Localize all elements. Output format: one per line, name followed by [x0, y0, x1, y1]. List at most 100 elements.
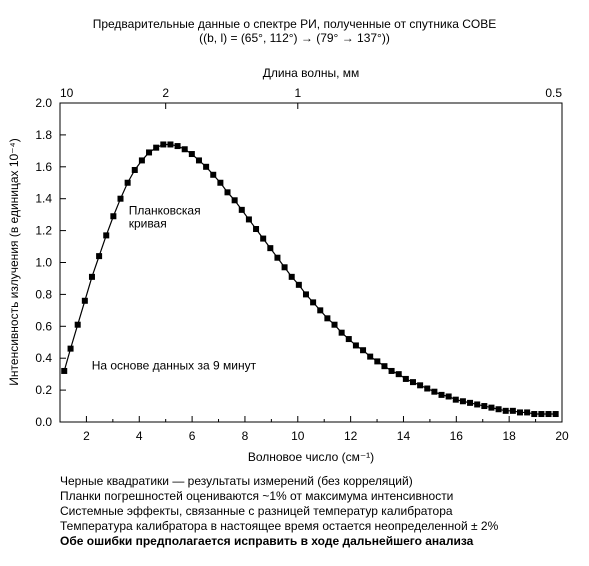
data-point — [310, 299, 317, 306]
data-point — [524, 409, 531, 416]
notes-block: Черные квадратики — результаты измерений… — [60, 474, 498, 549]
y-tick-label: 2.0 — [35, 96, 52, 110]
data-point — [195, 157, 202, 164]
y-tick-label: 0.8 — [35, 287, 52, 301]
data-point — [388, 367, 395, 374]
x-tick-label: 18 — [502, 429, 516, 443]
data-points — [61, 141, 559, 418]
data-point — [81, 297, 88, 304]
data-point — [409, 379, 416, 386]
data-point — [253, 226, 260, 233]
annotation-text: кривая — [129, 217, 167, 231]
x-tick-label: 16 — [450, 429, 464, 443]
data-point — [181, 146, 188, 153]
top-tick-label: 1 — [294, 86, 301, 100]
planck-curve — [63, 143, 556, 415]
data-point — [495, 406, 502, 413]
data-point — [516, 409, 523, 416]
data-point — [260, 235, 267, 242]
data-point — [295, 281, 302, 288]
data-point — [302, 291, 309, 298]
data-point — [345, 336, 352, 343]
y-tick-label: 0.6 — [35, 319, 52, 333]
data-point — [146, 149, 153, 156]
data-point — [452, 396, 459, 403]
data-point — [367, 353, 374, 360]
note-line: Температура калибратора в настоящее врем… — [60, 519, 499, 533]
data-point — [331, 321, 338, 328]
data-point — [281, 264, 288, 271]
note-line: Планки погрешностей оцениваются ~1% от м… — [60, 489, 454, 503]
note-line: Системные эффекты, связанные с разницей … — [60, 504, 453, 518]
note-line: Черные квадратики — результаты измерений… — [60, 474, 413, 488]
data-point — [153, 144, 160, 151]
data-point — [438, 391, 445, 398]
y-tick-label: 1.0 — [35, 256, 52, 270]
data-point — [431, 388, 438, 395]
data-point — [103, 232, 110, 239]
data-point — [324, 315, 331, 322]
y-ticks: 0.0 0.2 0.4 0.6 0.8 1.0 1.2 1.4 1.6 1.8 2.0 — [35, 96, 66, 429]
x-tick-label: 12 — [344, 429, 358, 443]
data-point — [245, 216, 252, 223]
x-tick-label: 10 — [291, 429, 305, 443]
top-ticks: 10 2 1 0.5 — [59, 86, 563, 109]
x-axis-label: Волновое число (см⁻¹) — [248, 450, 374, 464]
data-point — [188, 151, 195, 158]
x-tick-label: 20 — [555, 429, 569, 443]
y-tick-label: 1.2 — [35, 224, 52, 238]
data-point — [124, 179, 131, 186]
chart-title: Предварительные данные о спектре РИ, пол… — [92, 17, 497, 31]
data-point — [231, 197, 238, 204]
data-point — [131, 166, 138, 173]
annotation-text: Планковская — [129, 204, 201, 218]
data-point — [395, 371, 402, 378]
data-point — [203, 163, 210, 170]
data-point — [167, 141, 174, 148]
data-point — [210, 171, 217, 178]
data-point — [545, 411, 552, 418]
data-point — [352, 342, 359, 349]
data-point — [381, 363, 388, 370]
data-point — [174, 143, 181, 150]
data-point — [531, 411, 538, 418]
x-tick-label: 4 — [136, 429, 143, 443]
y-tick-label: 1.8 — [35, 128, 52, 142]
y-axis-label: Интенсивность излучения (в единицах 10⁻⁴… — [7, 138, 21, 385]
data-point — [224, 189, 231, 196]
x-tick-label: 2 — [83, 429, 90, 443]
data-point — [96, 253, 103, 260]
x-ticks: 2 4 6 8 10 12 14 16 18 20 — [59, 416, 569, 443]
y-tick-label: 1.6 — [35, 160, 52, 174]
data-point — [424, 385, 431, 392]
data-point — [338, 329, 345, 336]
data-point — [467, 399, 474, 406]
top-tick-label: 0.5 — [545, 86, 562, 100]
data-point — [488, 404, 495, 411]
y-tick-label: 0.0 — [35, 415, 52, 429]
data-point — [474, 401, 481, 408]
x2-axis-label: Длина волны, мм — [263, 66, 360, 80]
data-point — [360, 347, 367, 354]
data-point — [481, 403, 488, 410]
data-point — [459, 398, 466, 405]
data-point — [74, 321, 81, 328]
y-tick-label: 0.4 — [35, 351, 52, 365]
top-tick-label: 10 — [60, 86, 74, 100]
x-tick-label: 8 — [242, 429, 249, 443]
data-point — [274, 254, 281, 261]
x-tick-label: 14 — [397, 429, 411, 443]
data-point — [317, 307, 324, 314]
data-point — [67, 345, 74, 352]
y-tick-label: 0.2 — [35, 383, 52, 397]
y-tick-label: 1.4 — [35, 192, 52, 206]
data-point — [502, 407, 509, 414]
data-point — [61, 367, 68, 374]
chart-subtitle: ((b, l) = (65°, 112°) → (79° → 137°)) — [199, 31, 390, 45]
annotation-text: На основе данных за 9 минут — [92, 358, 257, 372]
data-point — [552, 411, 559, 418]
data-point — [88, 273, 95, 280]
note-line-bold: Обе ошибки предполагается исправить в хо… — [60, 534, 474, 548]
data-point — [238, 206, 245, 213]
